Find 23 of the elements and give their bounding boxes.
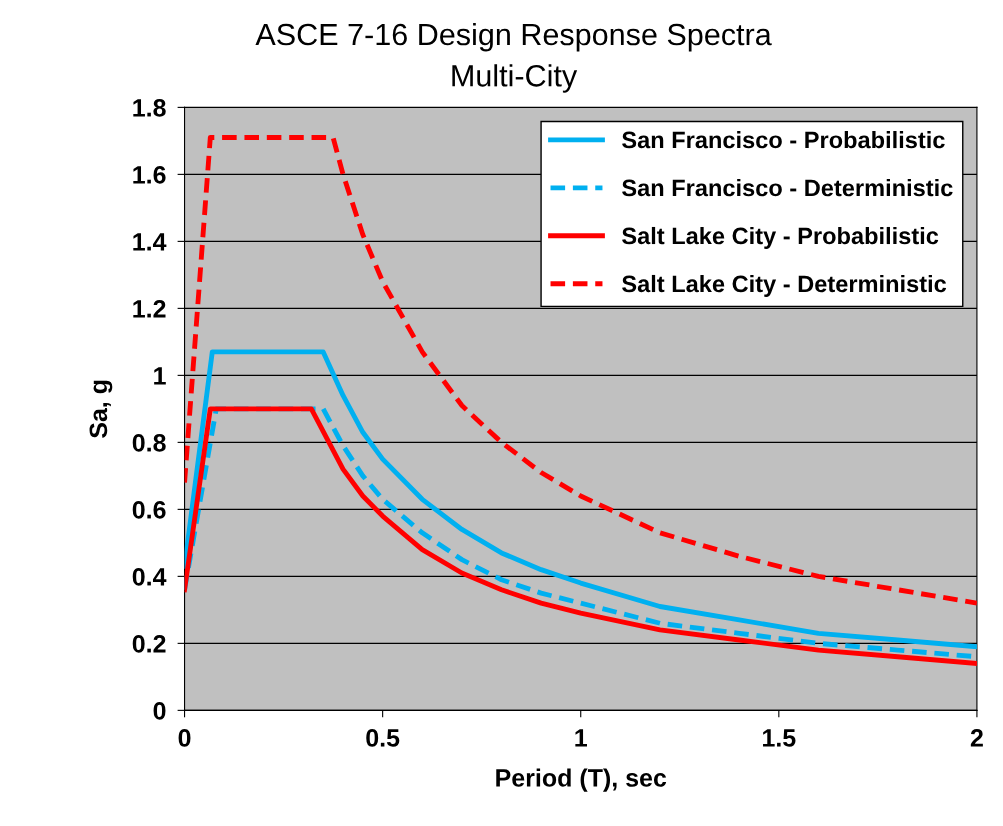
y-tick-label: 1.2: [133, 299, 166, 318]
y-tick-label: 1: [154, 367, 166, 385]
x-tick-label: 0.5: [366, 729, 400, 747]
x-tick-label: 2: [970, 729, 983, 747]
x-tick-label: 0: [178, 729, 191, 747]
chart-subtitle: Multi-City: [452, 64, 578, 93]
legend-label: Salt Lake City - Probabilistic: [622, 226, 939, 249]
y-tick-label: 1.4: [133, 233, 167, 251]
y-axis-title: Sa, g: [89, 380, 113, 439]
y-tick-label: 0.2: [132, 634, 166, 653]
y-tick-label: 0.6: [132, 500, 166, 519]
chart-title: ASCE 7-16 Design Response Spectra: [255, 22, 772, 52]
y-tick-label: 1.8: [133, 98, 166, 117]
x-tick-label: 1: [575, 729, 587, 747]
legend-label: San Francisco - Deterministic: [622, 178, 953, 197]
y-tick-label: 0.8: [132, 433, 166, 452]
y-tick-label: 0: [153, 701, 166, 720]
x-axis-title: Period (T), sec: [496, 768, 667, 792]
y-tick-label: 0.4: [132, 567, 167, 586]
legend-label: San Francisco - Probabilistic: [622, 130, 945, 149]
legend-label: Salt Lake City - Deterministic: [622, 274, 947, 297]
y-tick-label: 1.6: [133, 165, 166, 184]
x-tick-label: 1.5: [763, 729, 796, 747]
